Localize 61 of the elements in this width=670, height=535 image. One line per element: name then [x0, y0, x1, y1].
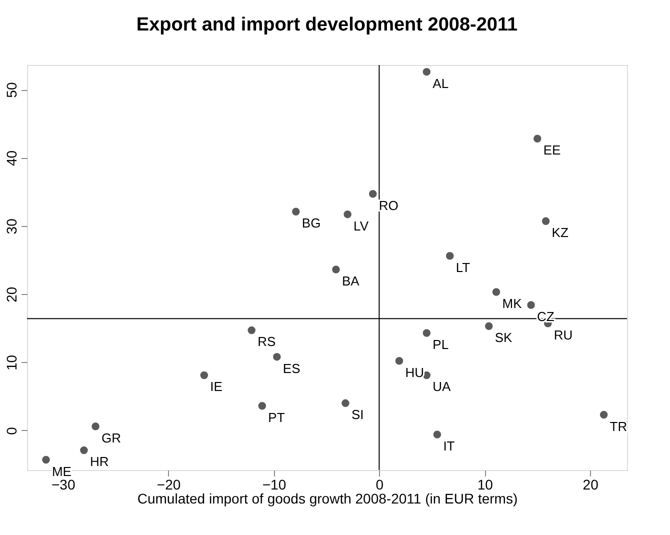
- annotation: TR: [610, 418, 628, 434]
- point: [527, 301, 535, 309]
- point: [292, 208, 300, 216]
- annotation: IT: [443, 438, 455, 454]
- point: [484, 322, 493, 330]
- annotation: RU: [554, 327, 573, 342]
- point: [273, 352, 281, 361]
- annotation: MK: [502, 296, 522, 312]
- x-tick-label: −30: [51, 476, 76, 492]
- point: [368, 190, 377, 198]
- annotation: AL: [432, 76, 449, 91]
- point: [92, 422, 100, 430]
- annotation: SK: [494, 330, 513, 346]
- annotation: IE: [210, 379, 223, 394]
- point: [542, 217, 550, 225]
- x-tick-label: 10: [477, 476, 494, 492]
- point: [600, 410, 608, 419]
- annotation: LV: [354, 218, 369, 234]
- point: [446, 252, 454, 260]
- y-tick-label: 30: [4, 218, 20, 234]
- point: [433, 430, 442, 438]
- annotation: ME: [52, 464, 72, 479]
- point: [42, 456, 50, 464]
- point: [422, 329, 431, 337]
- annotation: RO: [378, 198, 398, 213]
- x-tick-label: 0: [376, 476, 384, 492]
- point: [332, 266, 340, 274]
- annotation: EE: [543, 142, 562, 158]
- annotation: HR: [90, 454, 109, 470]
- point: [492, 288, 500, 296]
- y-tick-label: 0: [4, 426, 20, 435]
- y-tick-label: 20: [4, 286, 20, 302]
- point: [258, 402, 266, 410]
- chart-title: Export and import development 2008-2011: [136, 14, 518, 36]
- annotation: LT: [456, 260, 470, 275]
- y-tick-label: 50: [4, 82, 20, 98]
- annotation: KZ: [552, 225, 568, 240]
- annotation: ES: [282, 360, 301, 376]
- annotation: BG: [302, 216, 321, 231]
- annotation: PT: [268, 410, 285, 425]
- annotation: BA: [342, 274, 360, 289]
- annotation: PL: [432, 336, 449, 352]
- point: [80, 446, 88, 454]
- x-tick-label: −20: [156, 476, 181, 492]
- point: [422, 68, 431, 76]
- x-axis-title: Cumulated import of goods growth 2008-2011 (in EUR terms): [137, 490, 518, 506]
- annotation: HU: [405, 364, 424, 380]
- annotation: GR: [102, 430, 122, 446]
- annotation: SI: [351, 407, 364, 422]
- annotation: RS: [258, 334, 276, 350]
- x-tick-label: −10: [262, 476, 286, 492]
- y-tick-label: 40: [4, 150, 20, 166]
- point: [395, 357, 404, 365]
- point: [342, 399, 350, 408]
- point: [344, 210, 352, 218]
- point: [533, 134, 542, 142]
- point: [200, 371, 208, 380]
- y-tick-label: 10: [4, 354, 20, 371]
- annotation: UA: [432, 379, 452, 394]
- point: [248, 326, 256, 334]
- x-tick-label: 20: [582, 476, 599, 492]
